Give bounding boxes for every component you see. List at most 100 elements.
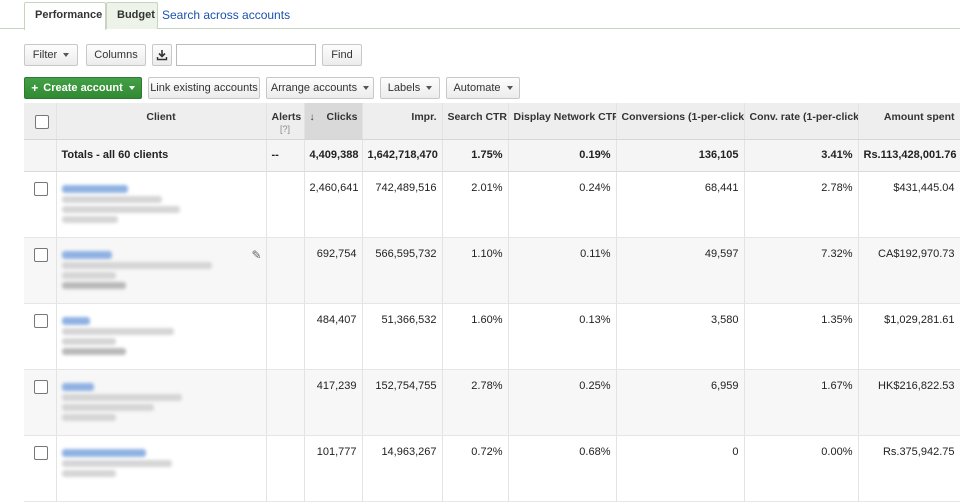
table-row: 101,777 14,963,267 0.72% 0.68% 0 0.00% R… (24, 435, 960, 502)
search-ctr-cell: 1.60% (442, 303, 509, 370)
clicks-cell: 417,239 (304, 369, 363, 436)
plus-icon: + (31, 81, 39, 95)
col-clicks-label: Clicks (326, 111, 358, 123)
search-ctr-cell: 1.10% (442, 237, 509, 304)
find-button[interactable]: Find (322, 44, 362, 66)
amount-cell: $1,029,281.61 (858, 303, 960, 370)
client-email-redacted (61, 393, 182, 401)
chevron-down-icon (506, 86, 513, 90)
conversions-cell: 0 (616, 435, 745, 502)
automate-label: Automate (453, 82, 501, 94)
filter-label: Filter (32, 49, 58, 61)
alerts-cell (266, 369, 305, 436)
search-input[interactable] (176, 44, 316, 66)
clicks-cell: 2,460,641 (304, 171, 363, 238)
clicks-cell: 484,407 (304, 303, 363, 370)
totals-clicks: 4,409,388 (304, 139, 363, 172)
totals-search-ctr: 1.75% (442, 139, 509, 172)
totals-conv-rate: 3.41% (744, 139, 859, 172)
conv-rate-cell: 1.67% (744, 369, 859, 436)
client-name-redacted[interactable] (61, 316, 90, 325)
tab-budget[interactable]: Budget (106, 2, 158, 29)
client-id-redacted (61, 271, 116, 279)
client-cell (56, 171, 267, 238)
client-name-redacted[interactable] (61, 448, 146, 457)
alerts-cell (266, 435, 305, 502)
totals-display-ctr: 0.19% (508, 139, 617, 172)
client-name-redacted[interactable] (61, 382, 94, 391)
col-conversions[interactable]: Conversions (1-per-click) (616, 103, 745, 140)
client-company-redacted (61, 403, 154, 411)
row-checkbox-cell (24, 171, 57, 238)
row-checkbox[interactable] (34, 445, 48, 460)
row-checkbox[interactable] (34, 313, 48, 328)
totals-impr: 1,642,718,470 (362, 139, 443, 172)
row-checkbox[interactable] (34, 247, 48, 262)
chevron-down-icon (63, 53, 70, 57)
labels-button[interactable]: Labels (380, 77, 440, 99)
labels-label: Labels (387, 82, 421, 94)
pencil-icon[interactable]: ✎ (251, 247, 262, 262)
client-cell (56, 435, 267, 502)
sort-down-icon: ↓ (309, 112, 315, 123)
filter-button[interactable]: Filter (24, 44, 78, 66)
conv-rate-cell: 7.32% (744, 237, 859, 304)
download-icon (156, 50, 168, 61)
automate-button[interactable]: Automate (446, 77, 520, 99)
totals-conversions: 136,105 (616, 139, 745, 172)
client-cell (56, 369, 267, 436)
client-id-redacted (61, 469, 116, 477)
search-ctr-cell: 2.01% (442, 171, 509, 238)
col-impr[interactable]: Impr. (362, 103, 443, 140)
client-cell: ✎ (56, 237, 267, 304)
alerts-cell (266, 171, 305, 238)
display-ctr-cell: 0.24% (508, 171, 617, 238)
col-search-ctr[interactable]: Search CTR (442, 103, 509, 140)
impr-cell: 51,366,532 (362, 303, 443, 370)
columns-button[interactable]: Columns (86, 44, 146, 66)
table-row: ✎ 692,754 566,595,732 1.10% 0.11% 49,597… (24, 237, 960, 304)
client-email-redacted (61, 327, 174, 335)
table-row: 417,239 152,754,755 2.78% 0.25% 6,959 1.… (24, 369, 960, 436)
client-name-redacted[interactable] (61, 184, 128, 193)
client-name-redacted[interactable] (61, 250, 112, 259)
row-checkbox[interactable] (34, 181, 48, 196)
col-conv-rate[interactable]: Conv. rate (1-per-click) (744, 103, 859, 140)
chevron-down-icon (128, 86, 135, 90)
select-all-checkbox[interactable] (35, 115, 50, 129)
row-checkbox[interactable] (34, 379, 48, 394)
col-display-ctr[interactable]: Display Network CTR (508, 103, 617, 140)
impr-cell: 566,595,732 (362, 237, 443, 304)
col-alerts[interactable]: Alerts [?] (266, 103, 305, 140)
search-across-accounts-link[interactable]: Search across accounts (162, 8, 291, 22)
chevron-down-icon (363, 86, 370, 90)
col-amount-spent[interactable]: Amount spent (858, 103, 960, 140)
create-account-button[interactable]: + Create account (24, 77, 142, 99)
search-ctr-cell: 2.78% (442, 369, 509, 436)
totals-row: Totals - all 60 clients -- 4,409,388 1,6… (24, 139, 960, 172)
client-id-redacted (61, 215, 118, 223)
client-id-redacted (61, 337, 116, 345)
display-ctr-cell: 0.25% (508, 369, 617, 436)
table-row: 2,460,641 742,489,516 2.01% 0.24% 68,441… (24, 171, 960, 238)
download-button[interactable] (152, 44, 172, 66)
help-icon[interactable]: [?] (279, 124, 290, 134)
row-checkbox-cell (24, 435, 57, 502)
col-clicks[interactable]: ↓ Clicks (304, 103, 363, 140)
client-email-redacted (61, 261, 212, 269)
display-ctr-cell: 0.68% (508, 435, 617, 502)
client-label-redacted (61, 347, 126, 355)
link-existing-accounts-button[interactable]: Link existing accounts (148, 77, 260, 99)
row-checkbox-cell (24, 303, 57, 370)
tab-performance[interactable]: Performance (24, 2, 106, 30)
display-ctr-cell: 0.13% (508, 303, 617, 370)
impr-cell: 152,754,755 (362, 369, 443, 436)
amount-cell: HK$216,822.53 (858, 369, 960, 436)
chevron-down-icon (426, 86, 433, 90)
search-ctr-cell: 0.72% (442, 435, 509, 502)
totals-label: Totals - all 60 clients (56, 139, 267, 172)
arrange-accounts-button[interactable]: Arrange accounts (266, 77, 374, 99)
clicks-cell: 692,754 (304, 237, 363, 304)
client-label-redacted (61, 281, 126, 289)
col-client[interactable]: Client (56, 103, 267, 140)
